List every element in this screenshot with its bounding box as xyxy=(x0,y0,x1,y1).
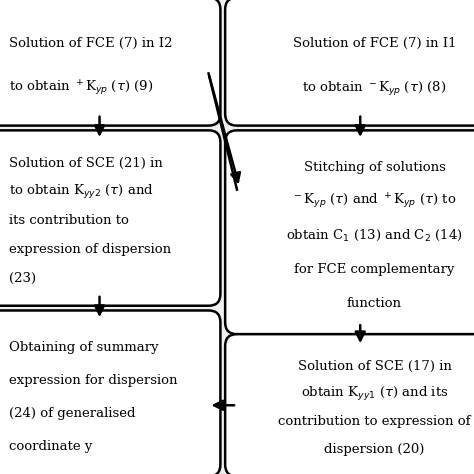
Text: its contribution to: its contribution to xyxy=(9,214,129,228)
FancyBboxPatch shape xyxy=(0,130,220,306)
FancyBboxPatch shape xyxy=(225,130,474,334)
Text: contribution to expression of: contribution to expression of xyxy=(278,415,471,428)
Text: expression for dispersion: expression for dispersion xyxy=(9,374,178,387)
FancyBboxPatch shape xyxy=(0,310,220,474)
Text: expression of dispersion: expression of dispersion xyxy=(9,243,172,256)
Text: Solution of FCE (7) in I1: Solution of FCE (7) in I1 xyxy=(293,37,456,50)
Text: dispersion (20): dispersion (20) xyxy=(324,443,425,456)
FancyBboxPatch shape xyxy=(0,0,220,126)
Text: function: function xyxy=(347,297,402,310)
Text: Solution of SCE (21) in: Solution of SCE (21) in xyxy=(9,157,163,170)
Text: (23): (23) xyxy=(9,272,36,285)
FancyBboxPatch shape xyxy=(225,334,474,474)
Text: to obtain $^+$K$_{yp}$ ($\tau$) (9): to obtain $^+$K$_{yp}$ ($\tau$) (9) xyxy=(9,79,154,99)
Text: $^-$K$_{yp}$ ($\tau$) and $^+$K$_{yp}$ ($\tau$) to: $^-$K$_{yp}$ ($\tau$) and $^+$K$_{yp}$ (… xyxy=(292,192,456,211)
Text: coordinate y: coordinate y xyxy=(9,440,93,453)
Text: obtain K$_{yy1}$ ($\tau$) and its: obtain K$_{yy1}$ ($\tau$) and its xyxy=(301,385,448,403)
Text: Solution of FCE (7) in I2: Solution of FCE (7) in I2 xyxy=(9,37,173,50)
Text: (24) of generalised: (24) of generalised xyxy=(9,407,136,420)
Text: to obtain $^-$K$_{yp}$ ($\tau$) (8): to obtain $^-$K$_{yp}$ ($\tau$) (8) xyxy=(302,80,447,98)
Text: for FCE complementary: for FCE complementary xyxy=(294,263,455,276)
Text: Solution of SCE (17) in: Solution of SCE (17) in xyxy=(298,360,451,373)
FancyBboxPatch shape xyxy=(225,0,474,126)
Text: Obtaining of summary: Obtaining of summary xyxy=(9,341,159,354)
Text: Stitching of solutions: Stitching of solutions xyxy=(303,161,446,174)
Text: obtain C$_1$ (13) and C$_2$ (14): obtain C$_1$ (13) and C$_2$ (14) xyxy=(286,228,463,243)
Text: to obtain K$_{yy2}$ ($\tau$) and: to obtain K$_{yy2}$ ($\tau$) and xyxy=(9,183,154,201)
